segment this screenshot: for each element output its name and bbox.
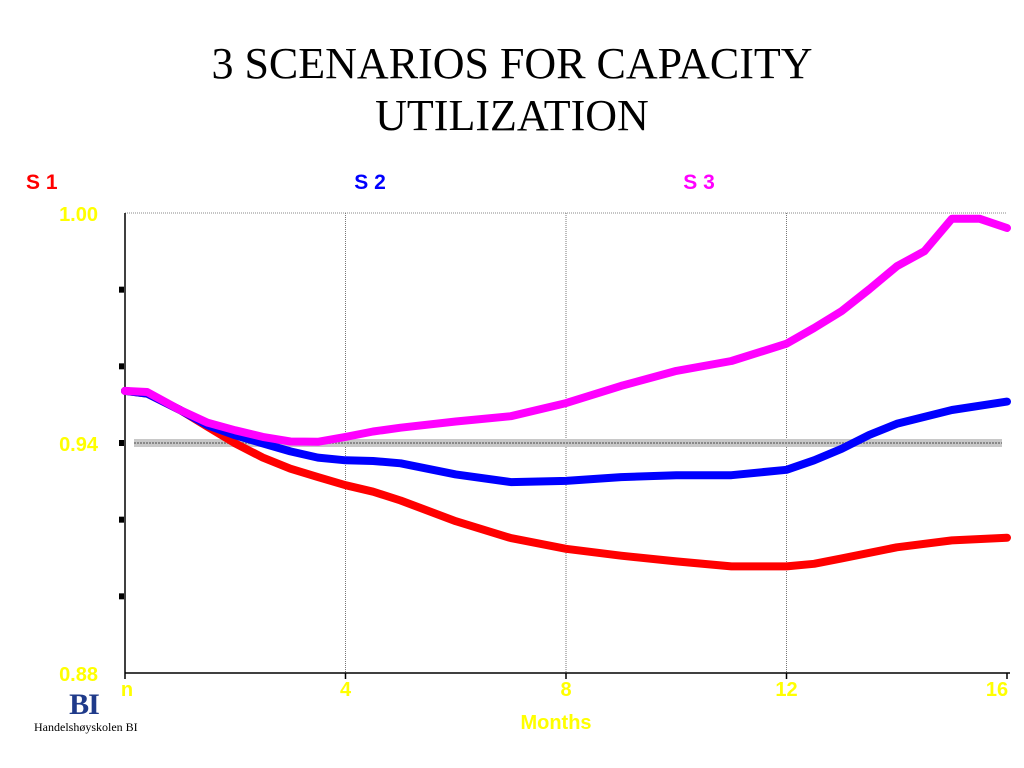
y-tick-mark-3: [119, 363, 124, 370]
legend-label-s2: S 2: [354, 171, 386, 194]
logo-mark: BI: [69, 688, 100, 721]
y-tick-mark-4: [119, 286, 124, 293]
x-axis-label: Months: [520, 712, 591, 734]
legend-label-s3: S 3: [683, 171, 715, 194]
y-tick-mark-1: [119, 516, 124, 523]
series-line-s2: [121, 386, 1011, 487]
bi-logo: BI Handelshøyskolen BI: [34, 690, 144, 735]
y-tick-mark-2: [119, 440, 124, 446]
logo-text: Handelshøyskolen BI: [34, 720, 138, 734]
series-line-s1: [121, 386, 1011, 571]
y-tick-label-1: 0.94: [59, 434, 99, 456]
y-tick-label-0: 1.00: [59, 204, 98, 226]
x-tick-label-1: 4: [340, 679, 352, 701]
title-line-2: UTILIZATION: [375, 91, 649, 140]
x-tick-label-0: n: [121, 679, 133, 701]
page-title: 3 SCENARIOS FOR CAPACITY UTILIZATION: [0, 38, 1024, 142]
legend-label-s1: S 1: [26, 171, 58, 194]
y-tick-label-2: 0.88: [59, 664, 98, 686]
x-tick-label-3: 12: [775, 679, 797, 701]
x-tick-label-2: 8: [560, 679, 571, 701]
series-line-s3: [121, 214, 1011, 446]
title-line-1: 3 SCENARIOS FOR CAPACITY: [211, 39, 813, 88]
y-tick-mark-0: [119, 593, 124, 600]
x-tick-label-4: 16: [986, 679, 1008, 701]
